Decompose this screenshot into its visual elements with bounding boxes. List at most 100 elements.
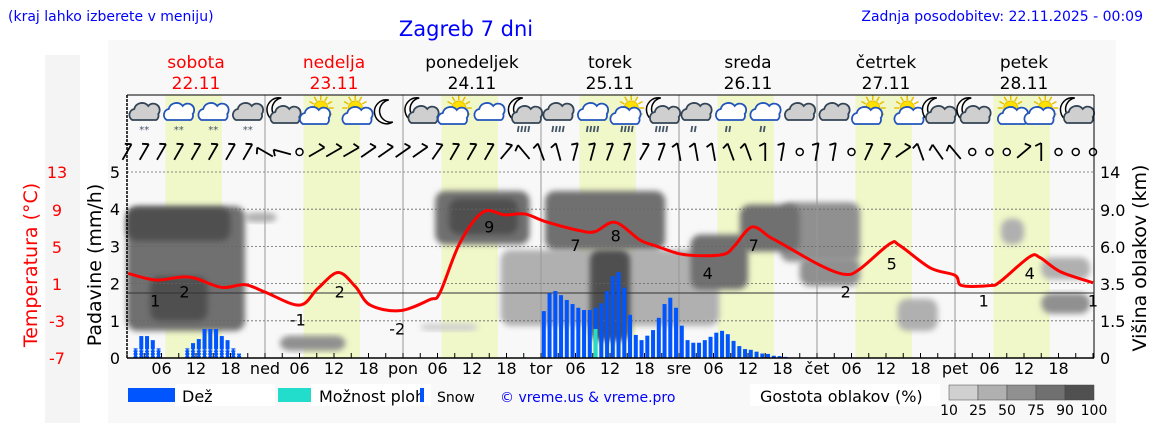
sun-ray bbox=[619, 100, 625, 105]
weather-icon-cloud-snow: ** bbox=[197, 102, 230, 136]
wind-barb-tick bbox=[193, 142, 201, 146]
legend: Dež Možnost ploh Snow © vreme.us & vreme… bbox=[128, 384, 1107, 419]
wind-barb-tick bbox=[1024, 142, 1032, 148]
precip-axis-label: Padavine (mm/h) bbox=[84, 184, 106, 347]
rain-drop-icon bbox=[596, 125, 600, 133]
precip-bar bbox=[150, 340, 155, 358]
rain-drop-icon bbox=[728, 125, 732, 133]
weather-icon-sun-cloud bbox=[851, 95, 886, 125]
cloud-region bbox=[690, 234, 748, 290]
precip-bar bbox=[570, 304, 575, 358]
sun-ray bbox=[1048, 96, 1053, 102]
weather-icon-cloud-snow: ** bbox=[163, 102, 196, 136]
wind-barb-staff bbox=[780, 142, 785, 162]
weather-icon-cloud-snow: ** bbox=[128, 102, 161, 136]
rain-drop-icon bbox=[527, 125, 531, 133]
wind-barb-icon bbox=[571, 142, 579, 161]
precip-bar bbox=[668, 297, 673, 358]
wind-barb-tick bbox=[255, 147, 259, 155]
cloud-icon bbox=[128, 102, 161, 121]
wind-barb-staff bbox=[948, 144, 962, 160]
temperature-label: 1 bbox=[979, 292, 989, 311]
sun-ray bbox=[1033, 100, 1039, 105]
sun-ray bbox=[895, 100, 901, 105]
rain-drop-icon bbox=[551, 125, 555, 133]
precip-bar bbox=[754, 351, 759, 358]
precip-bar bbox=[720, 330, 725, 358]
density-tick-label: 25 bbox=[969, 403, 987, 419]
precip-bar bbox=[156, 348, 161, 358]
wind-barb-staff bbox=[242, 143, 254, 161]
precip-bar bbox=[645, 335, 650, 358]
precip-bar bbox=[559, 295, 564, 358]
rain-drop-icon bbox=[693, 125, 697, 133]
copyright-link[interactable]: © vreme.us & vreme.pro bbox=[500, 390, 675, 406]
wind-barb-staff bbox=[190, 143, 202, 161]
wind-barb-staff bbox=[711, 142, 716, 162]
precip-bar bbox=[679, 325, 684, 358]
wind-barb-staff bbox=[572, 143, 579, 161]
cloud-region bbox=[1001, 218, 1024, 245]
precip-bar bbox=[576, 307, 581, 358]
x-hour-label: 06 bbox=[703, 359, 723, 378]
cloud-icon bbox=[749, 102, 782, 121]
wind-calm-icon bbox=[1054, 147, 1063, 157]
wind-barb-icon bbox=[500, 142, 513, 160]
cloud-icon bbox=[473, 102, 506, 121]
weather-icon-sun-small-cloud bbox=[341, 95, 374, 125]
sun-ray bbox=[913, 100, 919, 105]
sun-ray bbox=[358, 96, 363, 102]
location-hint[interactable]: (kraj lahko izberete v meniju) bbox=[8, 9, 214, 25]
weather-icon-cloud-light-rain bbox=[749, 102, 782, 133]
wind-barb-staff bbox=[500, 144, 513, 160]
precip-bar bbox=[766, 353, 771, 358]
cloud-region bbox=[799, 257, 861, 286]
wind-barb-staff bbox=[466, 143, 478, 161]
wind-barb-staff bbox=[606, 143, 614, 161]
weather-icon-cloud bbox=[818, 102, 851, 121]
cloud-region bbox=[1041, 257, 1091, 280]
precip-bar bbox=[605, 291, 610, 358]
cloud-icon bbox=[299, 106, 332, 125]
wind-barb-staff bbox=[864, 143, 874, 161]
wind-barb-tick bbox=[865, 142, 873, 145]
wind-barb-icon bbox=[156, 142, 167, 161]
cloud-height-tick-label: 6.0 bbox=[1100, 238, 1125, 257]
temperature-tick-label: -3 bbox=[49, 312, 65, 331]
wind-barb-tick bbox=[335, 143, 343, 149]
x-day-label: pon bbox=[388, 359, 418, 378]
wind-barb-staff bbox=[225, 143, 236, 161]
rain-drop-icon bbox=[516, 125, 520, 133]
precip-tick-label: 0 bbox=[110, 349, 120, 368]
wind-barb-icon bbox=[671, 142, 682, 162]
x-day-label: tor bbox=[530, 359, 553, 378]
sun-ray bbox=[876, 96, 880, 102]
weather-icon-moon-cloud bbox=[266, 97, 302, 124]
density-tick-label: 10 bbox=[940, 403, 958, 419]
day-date: 26.11 bbox=[724, 74, 773, 94]
precip-bar bbox=[639, 340, 644, 358]
x-hour-label: 18 bbox=[772, 359, 792, 378]
wind-barb-tick bbox=[176, 142, 184, 146]
weather-icon-moon bbox=[373, 99, 394, 125]
wind-barb-tick bbox=[514, 144, 519, 152]
cloud-height-tick-label: 14 bbox=[1100, 163, 1120, 182]
cloud-icon bbox=[851, 106, 884, 125]
cloud-icon bbox=[893, 106, 926, 125]
rain-drop-icon bbox=[661, 125, 665, 133]
wind-barb-tick bbox=[912, 142, 919, 150]
precip-bar bbox=[656, 317, 661, 358]
temperature-label: 4 bbox=[703, 264, 713, 283]
x-hour-label: 18 bbox=[910, 359, 930, 378]
precip-tick-label: 2 bbox=[110, 275, 120, 294]
weather-icon-sun-cloud bbox=[1023, 95, 1059, 125]
sun-ray bbox=[999, 100, 1005, 105]
precip-bar bbox=[564, 299, 569, 358]
density-swatch bbox=[977, 384, 1008, 401]
wind-barb-tick bbox=[159, 142, 167, 146]
wind-barb-tick bbox=[141, 142, 149, 146]
wind-barb-tick bbox=[505, 142, 513, 146]
